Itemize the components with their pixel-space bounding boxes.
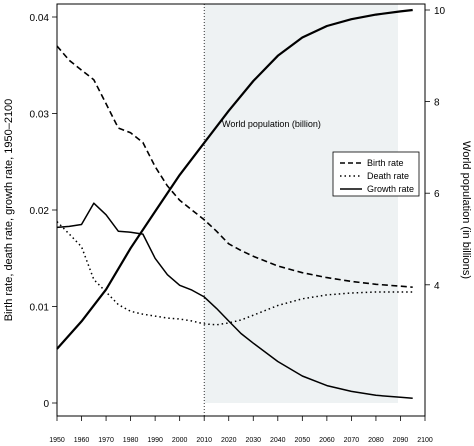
x-tick-label: 2060 [319,437,335,444]
x-tick-label: 2090 [393,437,409,444]
y2-tick-label: 8 [434,98,440,109]
y2-tick-label: 10 [434,6,446,17]
x-tick-label: 2000 [172,437,188,444]
y-tick-label: 0 [43,399,49,410]
right-y-axis-title: World population (in billions) [460,141,472,279]
right-y-axis-ticks: 4 6 8 10 [425,6,446,292]
series-line-birth-rate [56,45,413,288]
x-tick-label: 2100 [417,437,433,444]
y2-tick-label: 4 [434,281,440,292]
series-line-death-rate [56,221,413,326]
x-tick-label: 2010 [196,437,212,444]
y-tick-label: 0.03 [30,110,50,121]
legend: Birth rate Death rate Growth rate [332,151,420,197]
y-tick-label: 0.04 [30,13,50,24]
x-tick-label: 1980 [123,437,139,444]
y-tick-label: 0.02 [30,206,50,217]
legend-label-death-rate: Death rate [367,171,409,181]
x-axis-ticks: 1950 1960 1970 1980 1990 2000 2010 2020 2030 2040… [49,416,433,444]
series-line-world-population-billion [56,8,413,350]
x-tick-label: 2070 [344,437,360,444]
legend-label-birth-rate: Birth rate [367,158,404,168]
x-tick-label: 1950 [49,437,65,444]
legend-label-growth-rate: Growth rate [367,184,414,194]
x-tick-label: 1990 [147,437,163,444]
y2-tick-label: 6 [434,189,440,200]
x-tick-label: 2030 [245,437,261,444]
left-y-axis-title: Birth rate, death rate, growth rate, 195… [3,99,15,322]
population-annotation: World population (billion) [222,119,321,129]
series-lines [56,8,413,399]
x-tick-label: 2050 [295,437,311,444]
x-tick-label: 2020 [221,437,237,444]
x-tick-label: 2040 [270,437,286,444]
x-tick-label: 2080 [368,437,384,444]
projection-shading [204,4,398,403]
left-y-axis-ticks: 0 0.01 0.02 0.03 0.04 [30,13,57,410]
series-line-growth-rate [56,202,413,399]
x-tick-label: 1970 [98,437,114,444]
y-tick-label: 0.01 [30,303,50,314]
x-tick-label: 1960 [74,437,90,444]
